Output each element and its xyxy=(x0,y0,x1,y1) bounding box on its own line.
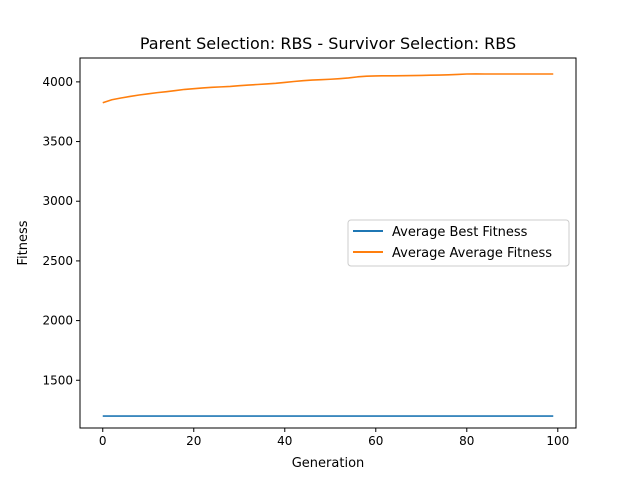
y-tick-label: 3500 xyxy=(42,135,73,149)
x-tick-label: 0 xyxy=(99,434,107,448)
x-tick-label: 40 xyxy=(277,434,292,448)
y-tick-label: 4000 xyxy=(42,75,73,89)
chart-title: Parent Selection: RBS - Survivor Selecti… xyxy=(140,34,516,53)
legend-label-average: Average Average Fitness xyxy=(392,246,552,261)
y-tick-label: 3000 xyxy=(42,194,73,208)
legend-label-best: Average Best Fitness xyxy=(392,225,528,240)
chart-legend: Average Best Fitness Average Average Fit… xyxy=(347,219,570,267)
x-axis-ticks: 0 20 40 60 80 100 xyxy=(99,428,569,448)
x-tick-label: 20 xyxy=(186,434,201,448)
legend-frame xyxy=(347,219,570,267)
axes-frame xyxy=(79,57,577,429)
y-tick-label: 1500 xyxy=(42,373,73,387)
y-axis-label: Fitness xyxy=(16,220,31,265)
plot-area: 0 20 40 60 80 100 1500 2000 2500 3000 3500 4000 xyxy=(42,57,577,448)
x-tick-label: 100 xyxy=(546,434,569,448)
y-axis-ticks: 1500 2000 2500 3000 3500 4000 xyxy=(42,75,80,387)
series-line-1 xyxy=(102,73,554,104)
x-axis-label: Generation xyxy=(292,456,365,471)
y-tick-label: 2500 xyxy=(42,254,73,268)
series-lines xyxy=(102,73,554,417)
y-tick-label: 2000 xyxy=(42,314,73,328)
x-tick-label: 60 xyxy=(368,434,383,448)
x-tick-label: 80 xyxy=(459,434,474,448)
